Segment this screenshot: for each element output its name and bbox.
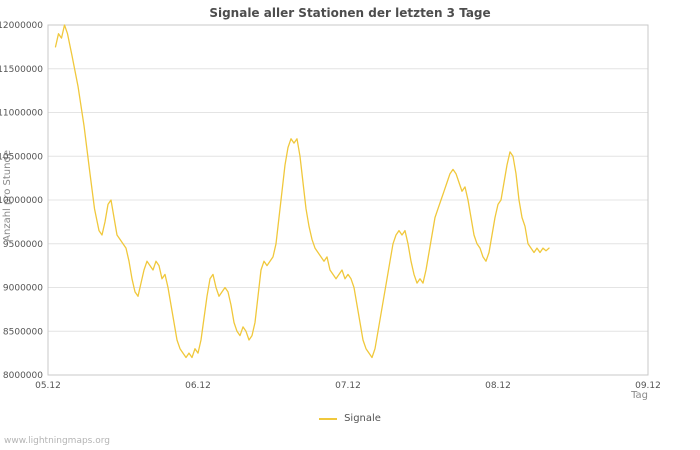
x-tick-label: 08.12 xyxy=(485,381,511,391)
y-tick-label: 11500000 xyxy=(0,65,43,75)
x-tick-label: 09.12 xyxy=(635,381,661,391)
x-axis-label: Tag xyxy=(631,390,648,401)
y-tick-label: 9500000 xyxy=(3,240,43,250)
y-tick-label: 12000000 xyxy=(0,21,43,31)
legend: Signale xyxy=(0,413,700,424)
chart-title: Signale aller Stationen der letzten 3 Ta… xyxy=(209,6,491,20)
y-tick-label: 9000000 xyxy=(3,284,43,294)
y-tick-label: 10500000 xyxy=(0,152,43,162)
y-tick-label: 11000000 xyxy=(0,109,43,119)
x-tick-label: 07.12 xyxy=(335,381,361,391)
x-tick-label: 06.12 xyxy=(185,381,211,391)
watermark: www.lightningmaps.org xyxy=(4,436,110,446)
legend-label: Signale xyxy=(344,413,381,424)
series-line xyxy=(54,24,550,359)
plot-border xyxy=(47,24,649,376)
x-tick-label: 05.12 xyxy=(35,381,61,391)
y-tick-label: 10000000 xyxy=(0,196,43,206)
y-tick-label: 8000000 xyxy=(3,371,43,381)
plot-area: 8000000 8500000 9000000 9500000 10000000 1050… xyxy=(0,21,661,391)
legend-line-icon xyxy=(319,417,338,420)
y-tick-label: 8500000 xyxy=(3,327,43,337)
